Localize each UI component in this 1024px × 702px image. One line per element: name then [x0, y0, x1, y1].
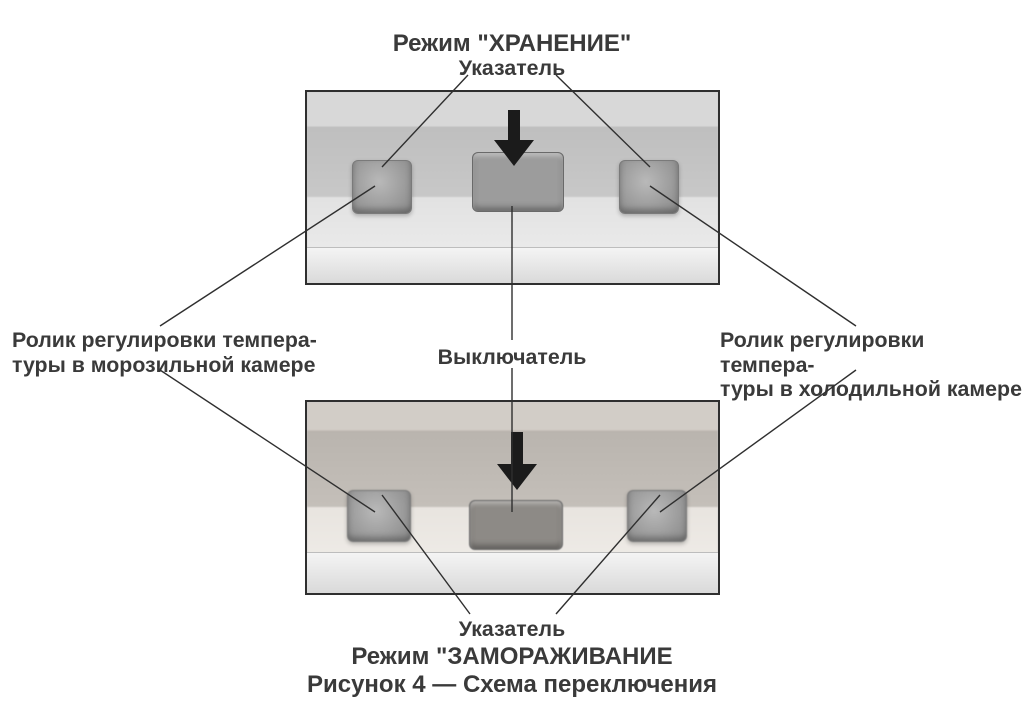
right-roller-shape [627, 490, 687, 542]
down-arrow-icon [497, 432, 537, 490]
right-roller-label-l1: Ролик регулировки темпера- [720, 328, 924, 377]
switch-shape [469, 500, 563, 550]
left-roller-label-l2: туры в морозильной камере [12, 353, 317, 378]
panel-freezing-mode [305, 400, 720, 595]
panel-storage-mode [305, 90, 720, 285]
right-roller-shape [619, 160, 679, 214]
panel-shelf [307, 552, 718, 595]
right-roller-label: Ролик регулировки темпера- туры в холоди… [720, 328, 1024, 402]
mode-store-title: Режим "ХРАНЕНИЕ" [393, 30, 632, 58]
pointer-top-label: Указатель [459, 56, 565, 81]
left-roller-label: Ролик регулировки темпера- туры в морози… [12, 328, 317, 377]
left-roller-shape [347, 490, 411, 542]
right-roller-label-l2: туры в холодильной камере [720, 377, 1024, 402]
panel-shelf [307, 247, 718, 285]
switch-label: Выключатель [438, 345, 587, 370]
left-roller-shape [352, 160, 412, 214]
figure-caption: Рисунок 4 — Схема переключения режимов [256, 671, 768, 702]
diagram-stage: Режим "ХРАНЕНИЕ" Указатель Ролик регулир… [0, 0, 1024, 702]
down-arrow-icon [494, 110, 534, 166]
pointer-bottom-label: Указатель [459, 617, 565, 642]
mode-freeze-title: Режим "ЗАМОРАЖИВАНИЕ [351, 643, 672, 671]
left-roller-label-l1: Ролик регулировки темпера- [12, 328, 317, 352]
